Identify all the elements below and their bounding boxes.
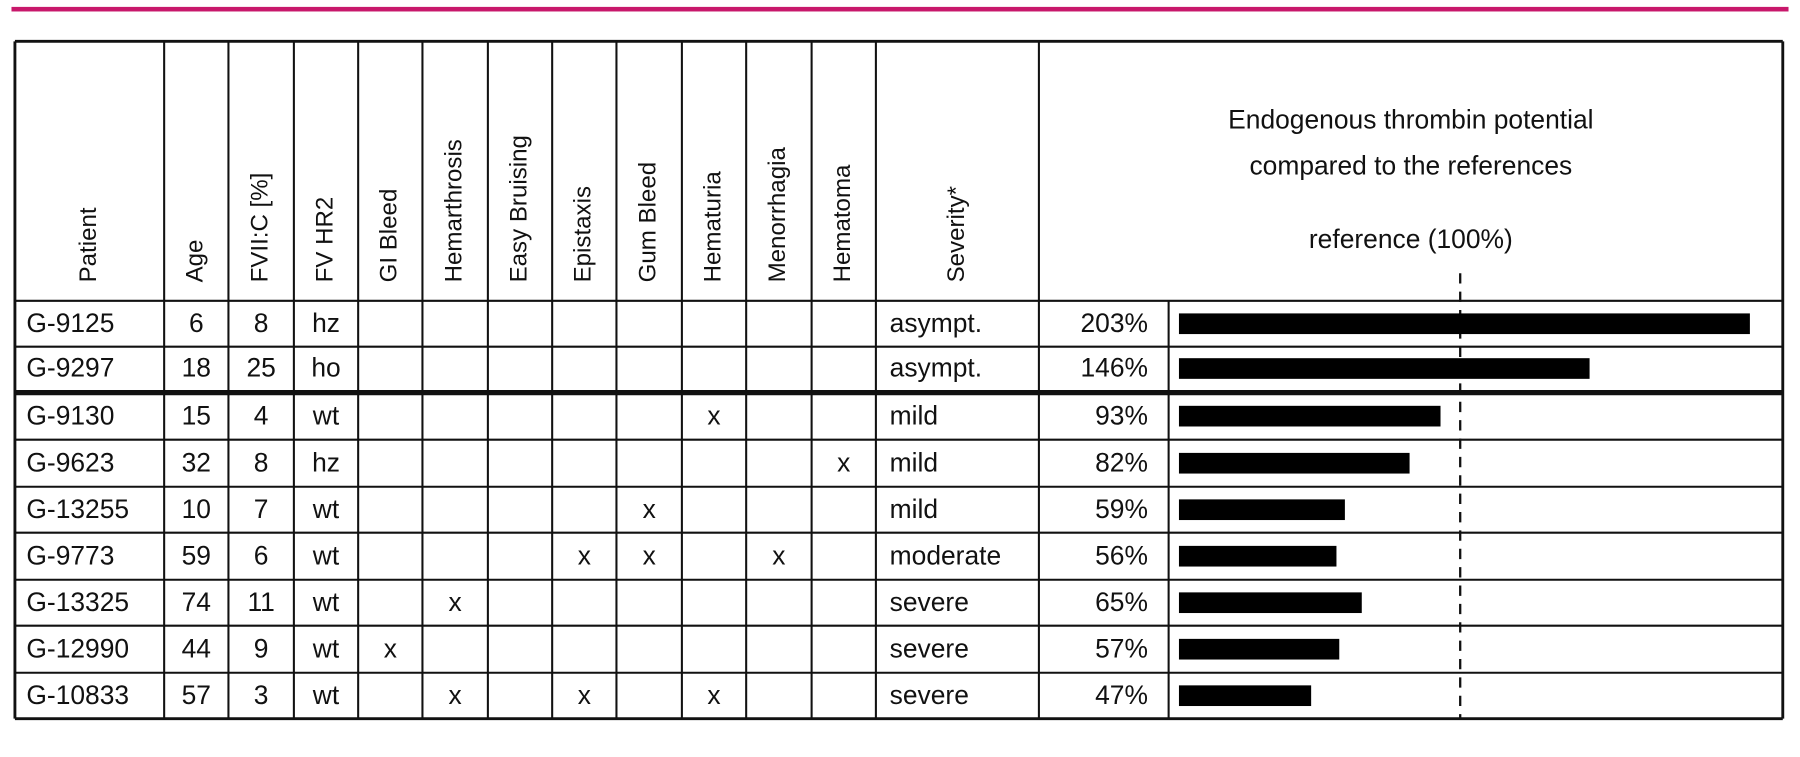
cell-text: 44 (182, 633, 211, 663)
etp-bar (1178, 358, 1590, 379)
cell-text: 6 (254, 540, 269, 570)
column-header: Age (182, 240, 209, 283)
symptom-mark: x (707, 680, 720, 710)
etp-value: 203% (1080, 308, 1147, 338)
cell-text: mild (890, 494, 938, 524)
cell-text: G-9297 (26, 353, 114, 383)
etp-bar (1178, 638, 1340, 660)
cell-text: wt (312, 400, 340, 430)
symptom-mark: x (449, 680, 462, 710)
cell-text: moderate (890, 540, 1001, 570)
column-header: Epistaxis (570, 186, 597, 282)
etp-value: 82% (1095, 447, 1148, 477)
etp-value: 65% (1095, 587, 1148, 617)
etp-value: 93% (1095, 400, 1148, 430)
etp-bar (1178, 545, 1337, 567)
cell-text: mild (890, 400, 938, 430)
symptom-mark: x (578, 680, 591, 710)
column-header: Gum Bleed (635, 162, 662, 283)
symptom-mark: x (837, 447, 850, 477)
cell-text: wt (312, 587, 340, 617)
cell-text: wt (312, 540, 340, 570)
cell-text: G-9623 (26, 447, 114, 477)
etp-bar (1178, 592, 1362, 614)
symptom-mark: x (578, 540, 591, 570)
symptom-mark: x (707, 400, 720, 430)
etp-bar (1178, 405, 1441, 427)
cell-text: G-9130 (26, 400, 114, 430)
symptom-mark: x (643, 494, 656, 524)
cell-text: 3 (254, 680, 269, 710)
cell-text: G-10833 (26, 680, 129, 710)
reference-label: reference (100%) (1309, 224, 1513, 254)
top-rule (11, 6, 1789, 12)
column-header: Severity* (943, 186, 970, 282)
column-header: Hematuria (699, 171, 726, 283)
column-header: Menorrhagia (764, 147, 791, 283)
cell-text: wt (312, 633, 340, 663)
cell-text: 6 (189, 308, 204, 338)
cell-text: mild (890, 447, 938, 477)
column-header: GI Bleed (376, 189, 403, 283)
cell-text: 8 (254, 308, 269, 338)
column-header: Hematoma (829, 164, 856, 282)
symptom-mark: x (772, 540, 785, 570)
cell-text: 15 (182, 400, 211, 430)
cell-text: 18 (182, 353, 211, 383)
cell-text: 74 (182, 587, 211, 617)
etp-bar (1178, 313, 1750, 335)
cell-text: asympt. (890, 353, 982, 383)
etp-bar (1178, 685, 1312, 707)
cell-text: 25 (246, 353, 275, 383)
cell-text: ho (311, 353, 340, 383)
cell-text: G-13325 (26, 587, 129, 617)
cell-text: 11 (247, 587, 274, 617)
cell-text: G-13255 (26, 494, 129, 524)
cell-text: 9 (254, 633, 269, 663)
cell-text: severe (890, 680, 969, 710)
column-header: Patient (75, 207, 102, 282)
etp-value: 57% (1095, 633, 1148, 663)
symptom-mark: x (384, 633, 397, 663)
cell-text: 59 (182, 540, 211, 570)
cell-text: severe (890, 633, 969, 663)
cell-text: 4 (254, 400, 269, 430)
cell-text: severe (890, 587, 969, 617)
etp-bar (1178, 452, 1410, 474)
cell-text: 8 (254, 447, 269, 477)
etp-value: 146% (1080, 353, 1147, 383)
cell-text: hz (312, 308, 340, 338)
etp-value: 47% (1095, 680, 1148, 710)
column-header: Hemarthrosis (441, 139, 468, 282)
column-header: Easy Bruising (505, 135, 532, 282)
etp-value: 56% (1095, 540, 1148, 570)
cell-text: G-9773 (26, 540, 114, 570)
column-header: FVII:C [%] (247, 173, 274, 283)
etp-bar (1178, 499, 1345, 521)
cell-text: G-9125 (26, 308, 114, 338)
etp-title: Endogenous thrombin potential (1228, 105, 1593, 135)
cell-text: asympt. (890, 308, 982, 338)
cell-text: 10 (182, 494, 211, 524)
cell-text: wt (312, 680, 340, 710)
cell-text: hz (312, 447, 340, 477)
cell-text: 32 (182, 447, 211, 477)
cell-text: 57 (182, 680, 211, 710)
cell-text: 7 (254, 494, 269, 524)
symptom-mark: x (449, 587, 462, 617)
column-header: FV HR2 (311, 197, 338, 283)
symptom-mark: x (643, 540, 656, 570)
etp-value: 59% (1095, 494, 1148, 524)
etp-title: compared to the references (1249, 151, 1572, 181)
cell-text: G-12990 (26, 633, 129, 663)
cell-text: wt (312, 494, 340, 524)
